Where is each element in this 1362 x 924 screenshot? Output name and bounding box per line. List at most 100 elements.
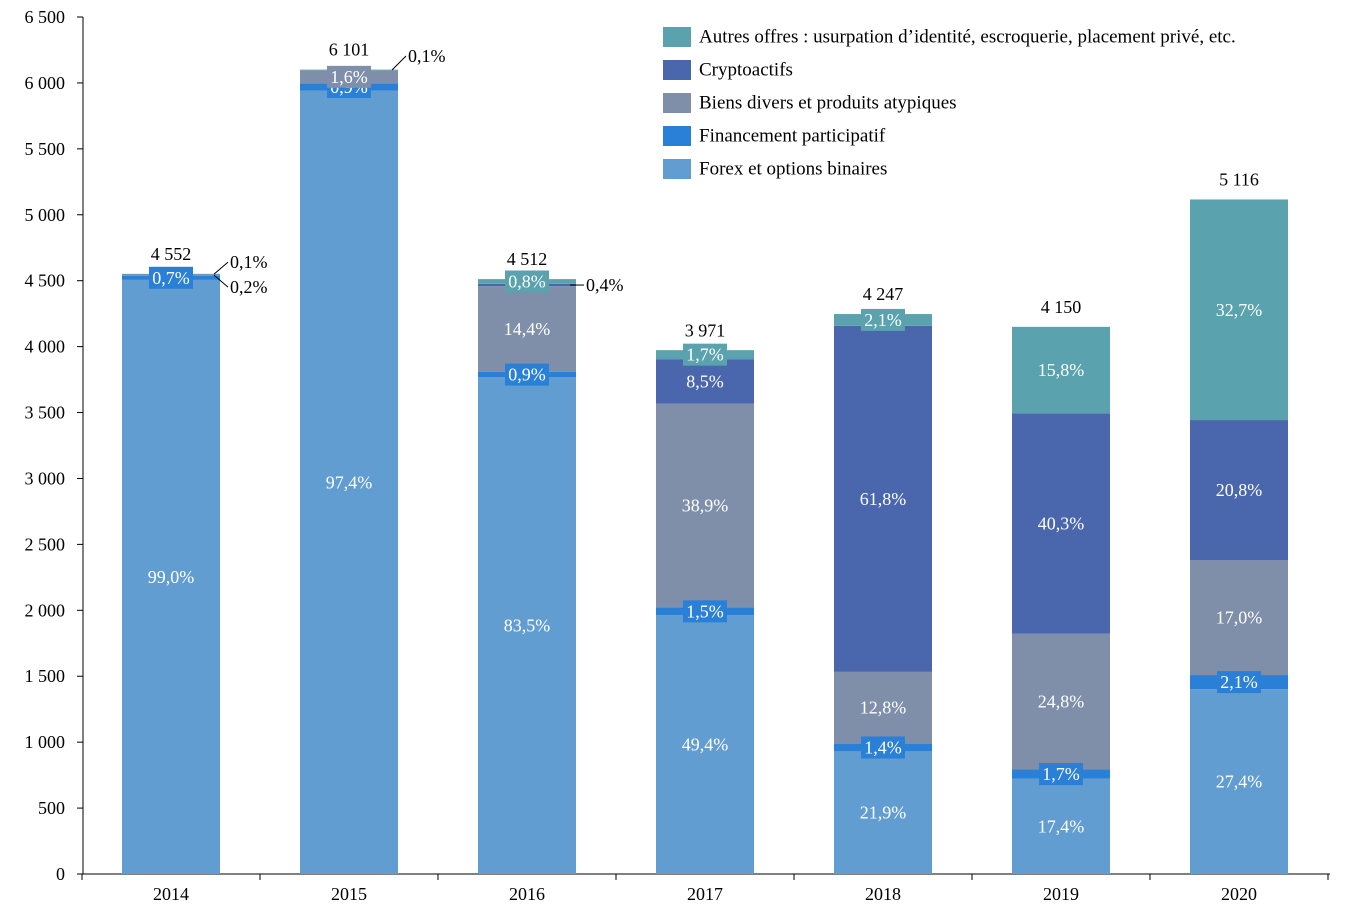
bar-segment bbox=[1190, 560, 1288, 676]
legend-label: Forex et options binaires bbox=[699, 159, 887, 180]
segment-label-box bbox=[149, 266, 193, 289]
y-tick-label: 1 000 bbox=[25, 732, 66, 752]
segment-value-label: 15,8% bbox=[1038, 360, 1085, 380]
bar-total-label: 3 971 bbox=[685, 320, 726, 340]
segment-value-label: 21,9% bbox=[860, 803, 907, 823]
segment-value-label: 2,1% bbox=[1220, 672, 1258, 692]
segment-value-label-outside: 0,1% bbox=[408, 46, 446, 66]
y-tick-label: 4 000 bbox=[25, 337, 66, 357]
x-tick-label: 2016 bbox=[509, 884, 545, 904]
y-tick-label: 4 500 bbox=[25, 271, 66, 291]
segment-value-label: 1,7% bbox=[686, 345, 724, 365]
bar-total-label: 4 247 bbox=[863, 284, 904, 304]
segment-value-label: 49,4% bbox=[682, 735, 729, 755]
segment-value-label: 27,4% bbox=[1216, 772, 1263, 792]
y-tick-label: 6 500 bbox=[25, 7, 66, 27]
segment-value-label: 12,8% bbox=[860, 698, 907, 718]
legend-swatch bbox=[663, 93, 691, 113]
legend-label: Autres offres : usurpation d’identité, e… bbox=[699, 27, 1236, 48]
segment-value-label: 0,9% bbox=[508, 365, 546, 385]
bar-segment bbox=[478, 377, 576, 874]
y-tick-label: 2 000 bbox=[25, 600, 66, 620]
segment-value-label: 20,8% bbox=[1216, 480, 1263, 500]
legend-label: Financement participatif bbox=[699, 126, 886, 147]
bar-segment bbox=[1190, 199, 1288, 421]
segment-labels: 99,0% 0,7% 0,2% 0,1% 4 552 97,4% 0,9% 1,6% 0,1% 6… bbox=[148, 40, 1263, 837]
y-tick-label: 3 500 bbox=[25, 403, 66, 423]
segment-label-box bbox=[861, 308, 905, 331]
segment-value-label: 8,5% bbox=[686, 371, 724, 391]
segment-value-label: 0,7% bbox=[152, 268, 190, 288]
bar-segment bbox=[1012, 326, 1110, 414]
bar-segment bbox=[656, 403, 754, 608]
segment-value-label: 1,5% bbox=[686, 601, 724, 621]
legend-swatch bbox=[663, 27, 691, 47]
segment-label-box bbox=[683, 600, 727, 623]
y-tick-label: 2 500 bbox=[25, 534, 66, 554]
segment-value-label: 0,8% bbox=[508, 271, 546, 291]
axes: 0 500 1 000 1 500 2 000 2 500 3 000 3 500 4 000 4… bbox=[25, 7, 1330, 904]
x-tick-label: 2014 bbox=[153, 884, 189, 904]
bar-segment bbox=[834, 325, 932, 672]
segment-label-box bbox=[1217, 671, 1261, 694]
bar-total-label: 4 150 bbox=[1041, 297, 1082, 317]
legend: Autres offres : usurpation d’identité, e… bbox=[663, 27, 1236, 180]
bar-total-label: 4 552 bbox=[151, 244, 192, 264]
bar-segment bbox=[656, 615, 754, 874]
bar-segment bbox=[478, 286, 576, 372]
bar-segment bbox=[1190, 689, 1288, 874]
segment-value-label: 32,7% bbox=[1216, 300, 1263, 320]
leader-line bbox=[391, 55, 407, 71]
bar-total-label: 6 101 bbox=[329, 40, 370, 60]
segment-value-label: 17,0% bbox=[1216, 608, 1263, 628]
bar-segment bbox=[834, 751, 932, 874]
segment-value-label: 97,4% bbox=[326, 472, 373, 492]
y-tick-label: 5 000 bbox=[25, 205, 66, 225]
segment-label-box bbox=[327, 65, 371, 88]
y-tick-label: 5 500 bbox=[25, 139, 66, 159]
bar-segment bbox=[656, 359, 754, 404]
y-tick-label: 1 500 bbox=[25, 666, 66, 686]
bar-segment bbox=[1012, 633, 1110, 770]
x-tick-label: 2018 bbox=[865, 884, 901, 904]
segment-value-label-outside: 0,1% bbox=[230, 252, 268, 272]
segment-value-label: 14,4% bbox=[504, 319, 551, 339]
x-tick-label: 2015 bbox=[331, 884, 367, 904]
x-tick-label: 2020 bbox=[1221, 884, 1257, 904]
y-tick-label: 3 000 bbox=[25, 468, 66, 488]
segment-value-label: 1,7% bbox=[1042, 764, 1080, 784]
segment-value-label: 40,3% bbox=[1038, 513, 1085, 533]
leader-line bbox=[213, 261, 229, 275]
segment-value-label: 1,4% bbox=[864, 737, 902, 757]
segment-value-label: 83,5% bbox=[504, 616, 551, 636]
segment-label-box bbox=[683, 343, 727, 366]
legend-label: Biens divers et produits atypiques bbox=[699, 93, 957, 114]
segment-label-box bbox=[505, 270, 549, 293]
segment-value-label: 1,6% bbox=[330, 67, 368, 87]
bar-segment bbox=[1190, 420, 1288, 561]
segment-label-box bbox=[505, 363, 549, 386]
legend-swatch bbox=[663, 126, 691, 146]
bar-total-label: 5 116 bbox=[1219, 169, 1259, 189]
y-tick-label: 0 bbox=[56, 864, 65, 884]
bar-total-label: 4 512 bbox=[507, 249, 548, 269]
segment-value-label: 17,4% bbox=[1038, 816, 1085, 836]
y-tick-label: 500 bbox=[38, 798, 65, 818]
bar-segment bbox=[834, 671, 932, 744]
segment-label-box bbox=[861, 736, 905, 759]
legend-swatch bbox=[663, 60, 691, 80]
bar-segment bbox=[300, 90, 398, 875]
segment-value-label: 99,0% bbox=[148, 567, 195, 587]
y-tick-label: 6 000 bbox=[25, 73, 66, 93]
segment-value-label: 38,9% bbox=[682, 496, 729, 516]
segment-label-box bbox=[1039, 763, 1083, 786]
segment-value-label-outside: 0,4% bbox=[586, 275, 624, 295]
x-tick-label: 2019 bbox=[1043, 884, 1079, 904]
segment-value-label: 2,1% bbox=[864, 310, 902, 330]
legend-swatch bbox=[663, 159, 691, 179]
segment-value-label: 61,8% bbox=[860, 489, 907, 509]
legend-label: Cryptoactifs bbox=[699, 60, 793, 81]
bar-segment bbox=[1012, 413, 1110, 634]
x-tick-label: 2017 bbox=[687, 884, 723, 904]
